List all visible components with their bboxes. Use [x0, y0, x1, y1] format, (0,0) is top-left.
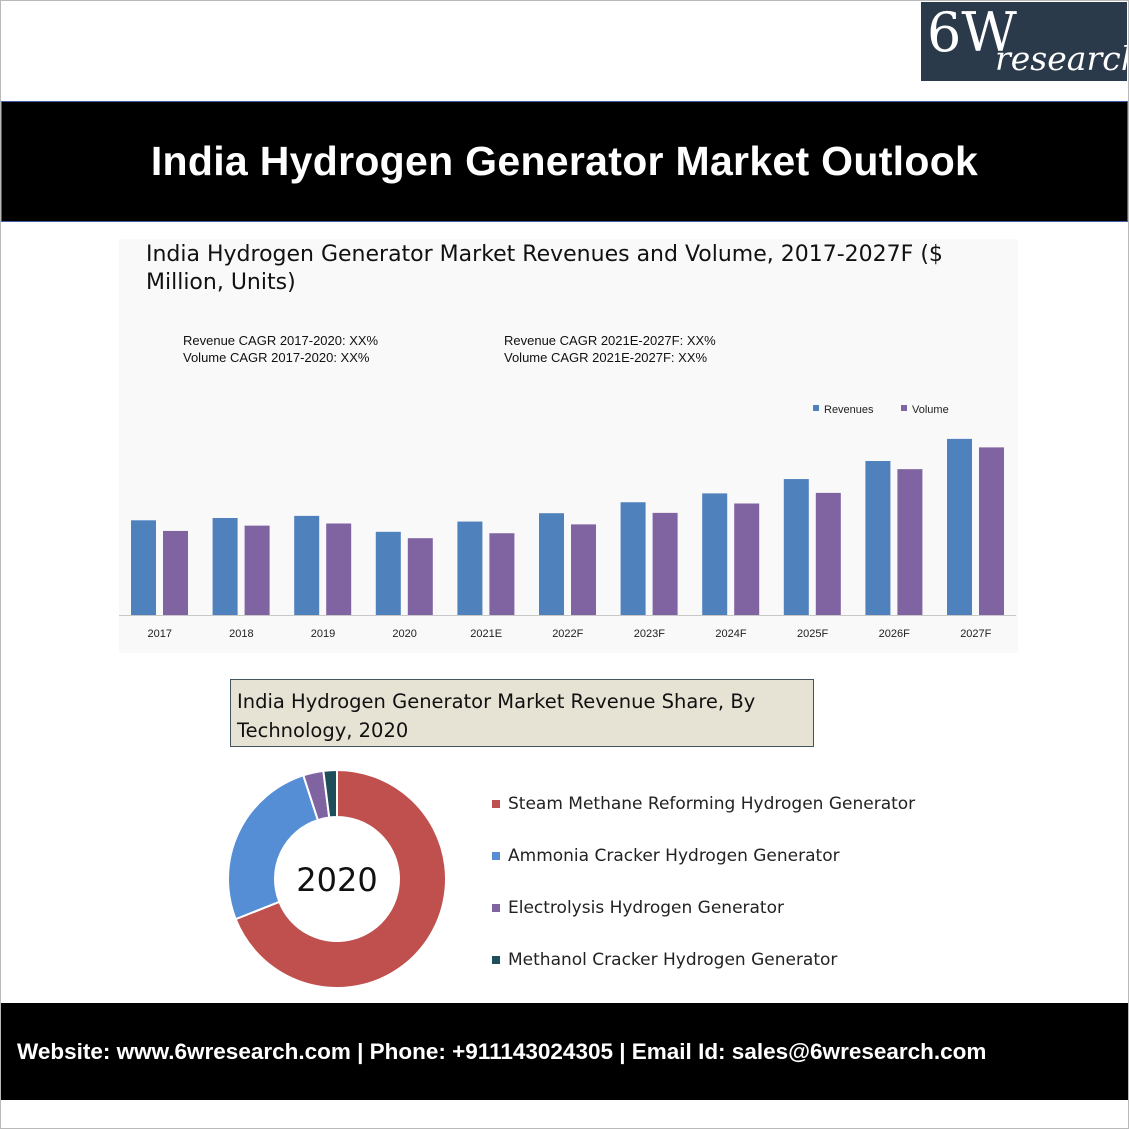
bar-volume-2019 — [326, 523, 352, 615]
revenue-volume-chart: India Hydrogen Generator Market Revenues… — [119, 239, 1018, 653]
volume-cagr-historic: Volume CAGR 2017-2020: XX% — [183, 350, 370, 365]
legend-item-steam-methane: Steam Methane Reforming Hydrogen Generat… — [492, 790, 915, 842]
legend-item-ammonia-cracker: Ammonia Cracker Hydrogen Generator — [492, 842, 915, 894]
legend-item-methanol-cracker: Methanol Cracker Hydrogen Generator — [492, 946, 915, 998]
bar-revenues-2018 — [212, 518, 238, 615]
bar-chart-plot: 2017 2018 2019 2020 2021E 2022F 2023F 2024F 2025… — [119, 404, 1016, 640]
x-tick-label: 2018 — [229, 628, 253, 640]
x-tick-label: 2020 — [392, 628, 416, 640]
legend-swatch-ammonia-cracker — [492, 852, 500, 860]
cagr-note-forecast: Revenue CAGR 2021E-2027F: XX% Volume CAG… — [504, 332, 716, 366]
legend-swatch-electrolysis — [492, 904, 500, 912]
donut-chart: 2020 — [227, 768, 447, 989]
legend-swatch-volume — [901, 405, 907, 411]
bar-volume-2025F — [815, 492, 841, 615]
page-title: India Hydrogen Generator Market Outlook — [150, 138, 979, 184]
bar-volume-2017 — [163, 530, 188, 615]
legend-label-volume: Volume — [912, 404, 949, 416]
bar-revenues-2020 — [375, 531, 401, 615]
6wresearch-logo: 6W research — [921, 2, 1127, 81]
bar-volume-2027F — [979, 447, 1004, 615]
bar-revenues-2025F — [783, 479, 809, 615]
x-tick-label: 2022F — [552, 628, 583, 640]
legend-swatch-methanol-cracker — [492, 956, 500, 964]
bar-revenues-2019 — [294, 515, 320, 615]
donut-slice-steam-methane — [234, 768, 447, 989]
x-tick-label: 2023F — [634, 628, 665, 640]
donut-legend: Steam Methane Reforming Hydrogen Generat… — [492, 790, 915, 998]
x-tick-label: 2027F — [960, 628, 991, 640]
legend-item-electrolysis: Electrolysis Hydrogen Generator — [492, 894, 915, 946]
legend-label-methanol-cracker: Methanol Cracker Hydrogen Generator — [508, 950, 838, 970]
donut-chart-title: India Hydrogen Generator Market Revenue … — [237, 690, 756, 742]
logo-mark: 6W — [927, 2, 1017, 64]
bar-revenues-2017 — [131, 520, 156, 615]
revenue-cagr-forecast: Revenue CAGR 2021E-2027F: XX% — [504, 333, 716, 348]
bar-volume-2024F — [734, 503, 760, 615]
bar-volume-2023F — [652, 512, 678, 615]
bar-revenues-2024F — [702, 493, 728, 615]
bar-revenues-2021E — [457, 521, 483, 615]
bar-volume-2021E — [489, 533, 515, 615]
contact-footer: Website: www.6wresearch.com | Phone: +91… — [1, 1003, 1128, 1100]
x-tick-label: 2024F — [715, 628, 746, 640]
donut-slice-ammonia-cracker — [227, 774, 320, 921]
bar-volume-2018 — [244, 525, 270, 615]
bar-revenues-2022F — [539, 513, 564, 615]
donut-chart-title-box: India Hydrogen Generator Market Revenue … — [230, 679, 814, 747]
x-tick-label: 2019 — [311, 628, 335, 640]
donut-center-label: 2020 — [296, 861, 377, 899]
bar-revenues-2027F — [947, 438, 972, 615]
bar-volume-2026F — [897, 469, 923, 615]
x-tick-label: 2026F — [879, 628, 910, 640]
bar-revenues-2023F — [620, 502, 646, 615]
revenue-cagr-historic: Revenue CAGR 2017-2020: XX% — [183, 333, 379, 348]
contact-info: Website: www.6wresearch.com | Phone: +91… — [17, 1038, 987, 1064]
logo-wordmark: research — [995, 39, 1127, 78]
legend-label-steam-methane: Steam Methane Reforming Hydrogen Generat… — [508, 794, 916, 814]
legend-label-revenues: Revenues — [824, 404, 874, 416]
legend-label-electrolysis: Electrolysis Hydrogen Generator — [508, 898, 784, 918]
volume-cagr-forecast: Volume CAGR 2021E-2027F: XX% — [504, 350, 708, 365]
title-banner: India Hydrogen Generator Market Outlook — [1, 101, 1128, 222]
bar-chart-title: India Hydrogen Generator Market Revenues… — [146, 242, 943, 295]
cagr-note-historic: Revenue CAGR 2017-2020: XX% Volume CAGR … — [183, 332, 378, 366]
donut-slice-methanol-cracker — [322, 768, 338, 819]
x-tick-label: 2021E — [470, 628, 502, 640]
legend-swatch-revenues — [813, 405, 819, 411]
legend-swatch-steam-methane — [492, 800, 500, 808]
x-tick-label: 2025F — [797, 628, 828, 640]
bar-volume-2020 — [407, 538, 433, 615]
legend-label-ammonia-cracker: Ammonia Cracker Hydrogen Generator — [508, 846, 840, 866]
bar-volume-2022F — [571, 524, 596, 615]
x-tick-label: 2017 — [148, 628, 172, 640]
bar-revenues-2026F — [865, 461, 891, 615]
